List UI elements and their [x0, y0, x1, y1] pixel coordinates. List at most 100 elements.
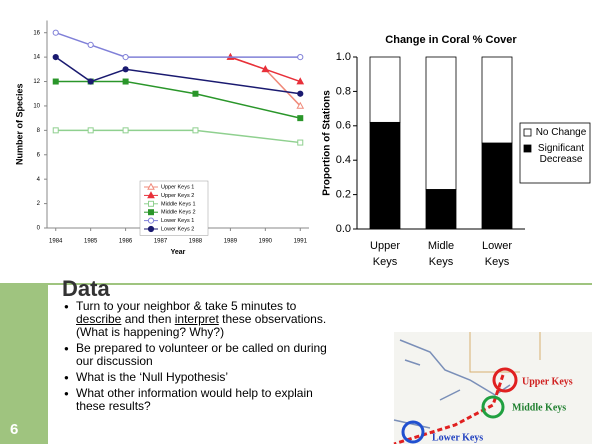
y-tick-label: 4 [37, 177, 41, 183]
y-tick-label: 0.8 [336, 85, 351, 97]
middle-circle [481, 395, 505, 419]
marker [87, 41, 94, 49]
x-axis-label: Year [171, 249, 186, 256]
y-tick-label: 0.0 [336, 223, 351, 235]
marker [52, 127, 59, 134]
x-tick-label: 1986 [119, 239, 133, 245]
legend-marker [148, 209, 154, 216]
legend-marker [147, 225, 155, 233]
x-tick-label: 1988 [189, 239, 203, 245]
marker [297, 115, 304, 122]
legend-swatch [523, 144, 532, 153]
legend-label: Lower Keys 2 [161, 226, 194, 232]
legend-marker [147, 191, 155, 199]
marker [297, 90, 304, 97]
y-tick-label: 14 [33, 55, 40, 61]
bullet: Be prepared to volunteer or be called on… [62, 342, 340, 368]
legend-label: Middle Keys 1 [161, 201, 196, 207]
y-tick-label: 0.2 [336, 189, 351, 201]
bullet-list: Turn to your neighbor & take 5 minutes t… [62, 300, 340, 416]
bar-segment [481, 142, 513, 230]
side-band [0, 283, 48, 444]
legend-label: Upper Keys 2 [161, 193, 194, 199]
divider [48, 283, 592, 285]
marker [296, 77, 305, 85]
marker [192, 90, 199, 97]
marker [87, 78, 94, 85]
legend-box [519, 122, 591, 184]
marker [297, 54, 304, 61]
marker [261, 65, 270, 73]
y-tick-label: 1.0 [336, 51, 351, 63]
bar-segment [369, 121, 401, 230]
marker [52, 54, 59, 61]
marker [122, 54, 129, 61]
x-tick-label: 1989 [224, 239, 238, 245]
x-tick-label: 1990 [259, 239, 273, 245]
marker [192, 127, 199, 134]
legend-marker [147, 182, 155, 190]
marker [122, 66, 129, 73]
y-tick-label: 0.6 [336, 120, 351, 132]
bar-segment [481, 56, 513, 144]
page-number: 6 [10, 421, 18, 438]
y-tick-label: 6 [37, 152, 41, 158]
marker [52, 78, 59, 85]
legend-marker [147, 217, 155, 224]
y-tick-label: 0.4 [336, 154, 351, 166]
text: these observations. (What is happening? … [76, 312, 327, 339]
series-line [55, 56, 301, 95]
map-label: Upper Keys [522, 376, 573, 387]
bar-segment [425, 56, 457, 190]
series-line [55, 80, 301, 119]
x-tick-label: Midle Keys [427, 240, 455, 268]
bullet: What other information would help to exp… [62, 387, 340, 413]
legend-label: Middle Keys 2 [161, 210, 196, 216]
y-axis-label: Proportion of Stations [322, 90, 333, 196]
map-label: Lower Keys [432, 432, 483, 443]
legend-label: Lower Keys 1 [161, 218, 194, 224]
bar-segment [369, 56, 401, 123]
text: Turn to your neighbor & take 5 minutes t… [76, 299, 297, 313]
map: Upper Keys Middle Keys Lower Keys [393, 332, 592, 444]
marker [52, 29, 59, 36]
marker [122, 78, 129, 85]
marker [296, 101, 305, 109]
text: and then [121, 312, 175, 326]
text: describe [76, 312, 122, 326]
legend-swatch [523, 128, 532, 137]
legend-marker [148, 200, 154, 207]
series-line [230, 56, 301, 107]
map-label: Middle Keys [512, 402, 566, 413]
y-axis-label: Number of Species [14, 83, 24, 165]
series-line [55, 31, 301, 58]
x-tick-label: 1987 [154, 239, 168, 245]
y-tick-label: 2 [37, 201, 41, 207]
map-coast [393, 339, 511, 429]
y-tick-label: 12 [33, 79, 40, 85]
legend-label: Significant Decrease [537, 143, 585, 165]
legend-label: Upper Keys 1 [161, 184, 194, 190]
y-tick-label: 16 [33, 30, 40, 36]
map-route [393, 374, 505, 444]
bullet: What is the ‘Null Hypothesis’ [62, 371, 340, 385]
x-tick-label: 1991 [294, 239, 308, 245]
marker [87, 127, 94, 134]
bar-segment [425, 189, 457, 230]
heading: Data [62, 276, 110, 301]
marker [122, 127, 129, 134]
x-tick-label: 1984 [49, 239, 63, 245]
lower-circle [401, 420, 425, 444]
x-tick-label: Lower Keys [482, 240, 512, 268]
y-tick-label: 10 [33, 104, 40, 110]
text: interpret [174, 312, 219, 326]
bullet: Turn to your neighbor & take 5 minutes t… [62, 300, 340, 339]
map-boundary [469, 332, 541, 373]
chart-title: Change in Coral % Cover [385, 34, 517, 46]
y-tick-label: 0 [37, 226, 41, 232]
y-tick-label: 8 [37, 128, 41, 134]
legend-label: No Change [535, 127, 587, 138]
marker [297, 139, 304, 146]
